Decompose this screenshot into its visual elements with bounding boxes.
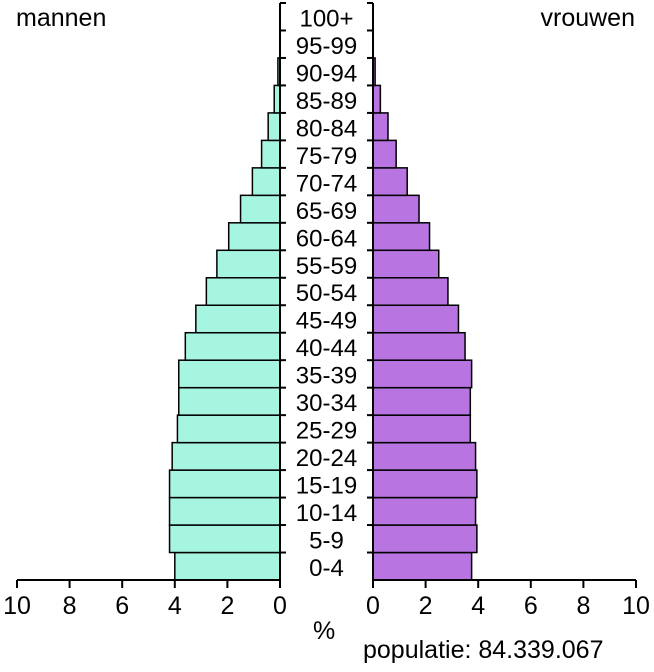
bar-men-20-24 xyxy=(171,441,281,471)
bar-men-15-19 xyxy=(168,469,281,499)
bar-women-20-24 xyxy=(372,441,477,471)
bar-women-15-19 xyxy=(372,469,478,499)
bar-men-45-49 xyxy=(195,304,281,334)
bar-women-40-44 xyxy=(372,331,466,361)
bar-women-75-79 xyxy=(372,139,397,169)
x-tick-label-men: 4 xyxy=(168,592,182,620)
x-tick-label-women: 6 xyxy=(524,592,538,620)
men-label: mannen xyxy=(16,4,107,32)
x-tick-label-men: 8 xyxy=(63,592,77,620)
bar-men-50-54 xyxy=(205,277,281,306)
age-group-label: 60-64 xyxy=(296,225,357,252)
bar-men-55-59 xyxy=(216,249,281,279)
bar-men-10-14 xyxy=(168,496,281,526)
x-tick-label-women: 4 xyxy=(471,592,485,620)
age-group-label: 50-54 xyxy=(296,280,357,307)
age-group-label: 85-89 xyxy=(296,88,357,115)
age-group-label: 25-29 xyxy=(296,418,357,445)
x-tick-label-women: 10 xyxy=(622,592,650,620)
bar-women-5-9 xyxy=(372,524,478,554)
age-group-label: 95-99 xyxy=(296,33,357,60)
x-axis-unit-label: % xyxy=(313,617,336,645)
bar-men-30-34 xyxy=(177,386,281,416)
age-group-label: 20-24 xyxy=(296,445,357,472)
bar-women-25-29 xyxy=(372,414,472,444)
age-group-label: 30-34 xyxy=(296,390,357,417)
x-tick-label-women: 8 xyxy=(576,592,590,620)
bar-women-55-59 xyxy=(372,249,440,279)
bar-men-40-44 xyxy=(184,331,281,361)
bar-women-10-14 xyxy=(372,496,477,526)
bar-women-70-74 xyxy=(372,167,408,197)
x-tick-label-men: 10 xyxy=(3,592,31,620)
bar-women-35-39 xyxy=(372,359,473,389)
age-group-label: 35-39 xyxy=(296,363,357,390)
bar-men-35-39 xyxy=(177,359,281,389)
bar-women-0-4 xyxy=(372,551,473,581)
age-group-label: 70-74 xyxy=(296,170,357,197)
age-group-label: 45-49 xyxy=(296,308,357,335)
age-group-label: 55-59 xyxy=(296,253,357,280)
bar-women-30-34 xyxy=(372,386,472,416)
x-tick-label-women: 2 xyxy=(419,592,433,620)
age-group-label: 5-9 xyxy=(309,528,344,555)
bar-women-60-64 xyxy=(372,222,431,252)
bar-men-70-74 xyxy=(251,167,281,197)
bar-men-25-29 xyxy=(176,414,281,444)
bar-men-0-4 xyxy=(174,551,281,581)
age-group-label: 10-14 xyxy=(296,500,357,527)
age-group-label: 0-4 xyxy=(309,555,344,582)
bar-men-60-64 xyxy=(227,222,281,252)
x-tick-label-men: 6 xyxy=(115,592,129,620)
age-group-label: 100+ xyxy=(299,5,353,32)
age-group-label: 75-79 xyxy=(296,143,357,170)
bar-men-65-69 xyxy=(239,194,281,224)
bar-men-75-79 xyxy=(260,139,281,169)
age-group-label: 15-19 xyxy=(296,473,357,500)
bar-men-5-9 xyxy=(168,524,281,554)
age-group-label: 80-84 xyxy=(296,115,357,142)
x-tick-label-men: 2 xyxy=(220,592,234,620)
population-total: populatie: 84.339.067 xyxy=(363,636,604,664)
age-group-label: 65-69 xyxy=(296,198,357,225)
bar-men-80-84 xyxy=(267,112,281,142)
age-group-label: 40-44 xyxy=(296,335,357,362)
women-label: vrouwen xyxy=(540,4,636,32)
bar-women-85-89 xyxy=(372,84,382,114)
x-tick-label-women: 0 xyxy=(366,592,380,620)
bar-women-50-54 xyxy=(372,277,449,306)
bar-women-80-84 xyxy=(372,112,389,142)
bar-women-45-49 xyxy=(372,304,460,334)
bar-women-65-69 xyxy=(372,194,420,224)
x-tick-label-men: 0 xyxy=(273,592,287,620)
age-group-label: 90-94 xyxy=(296,60,357,87)
